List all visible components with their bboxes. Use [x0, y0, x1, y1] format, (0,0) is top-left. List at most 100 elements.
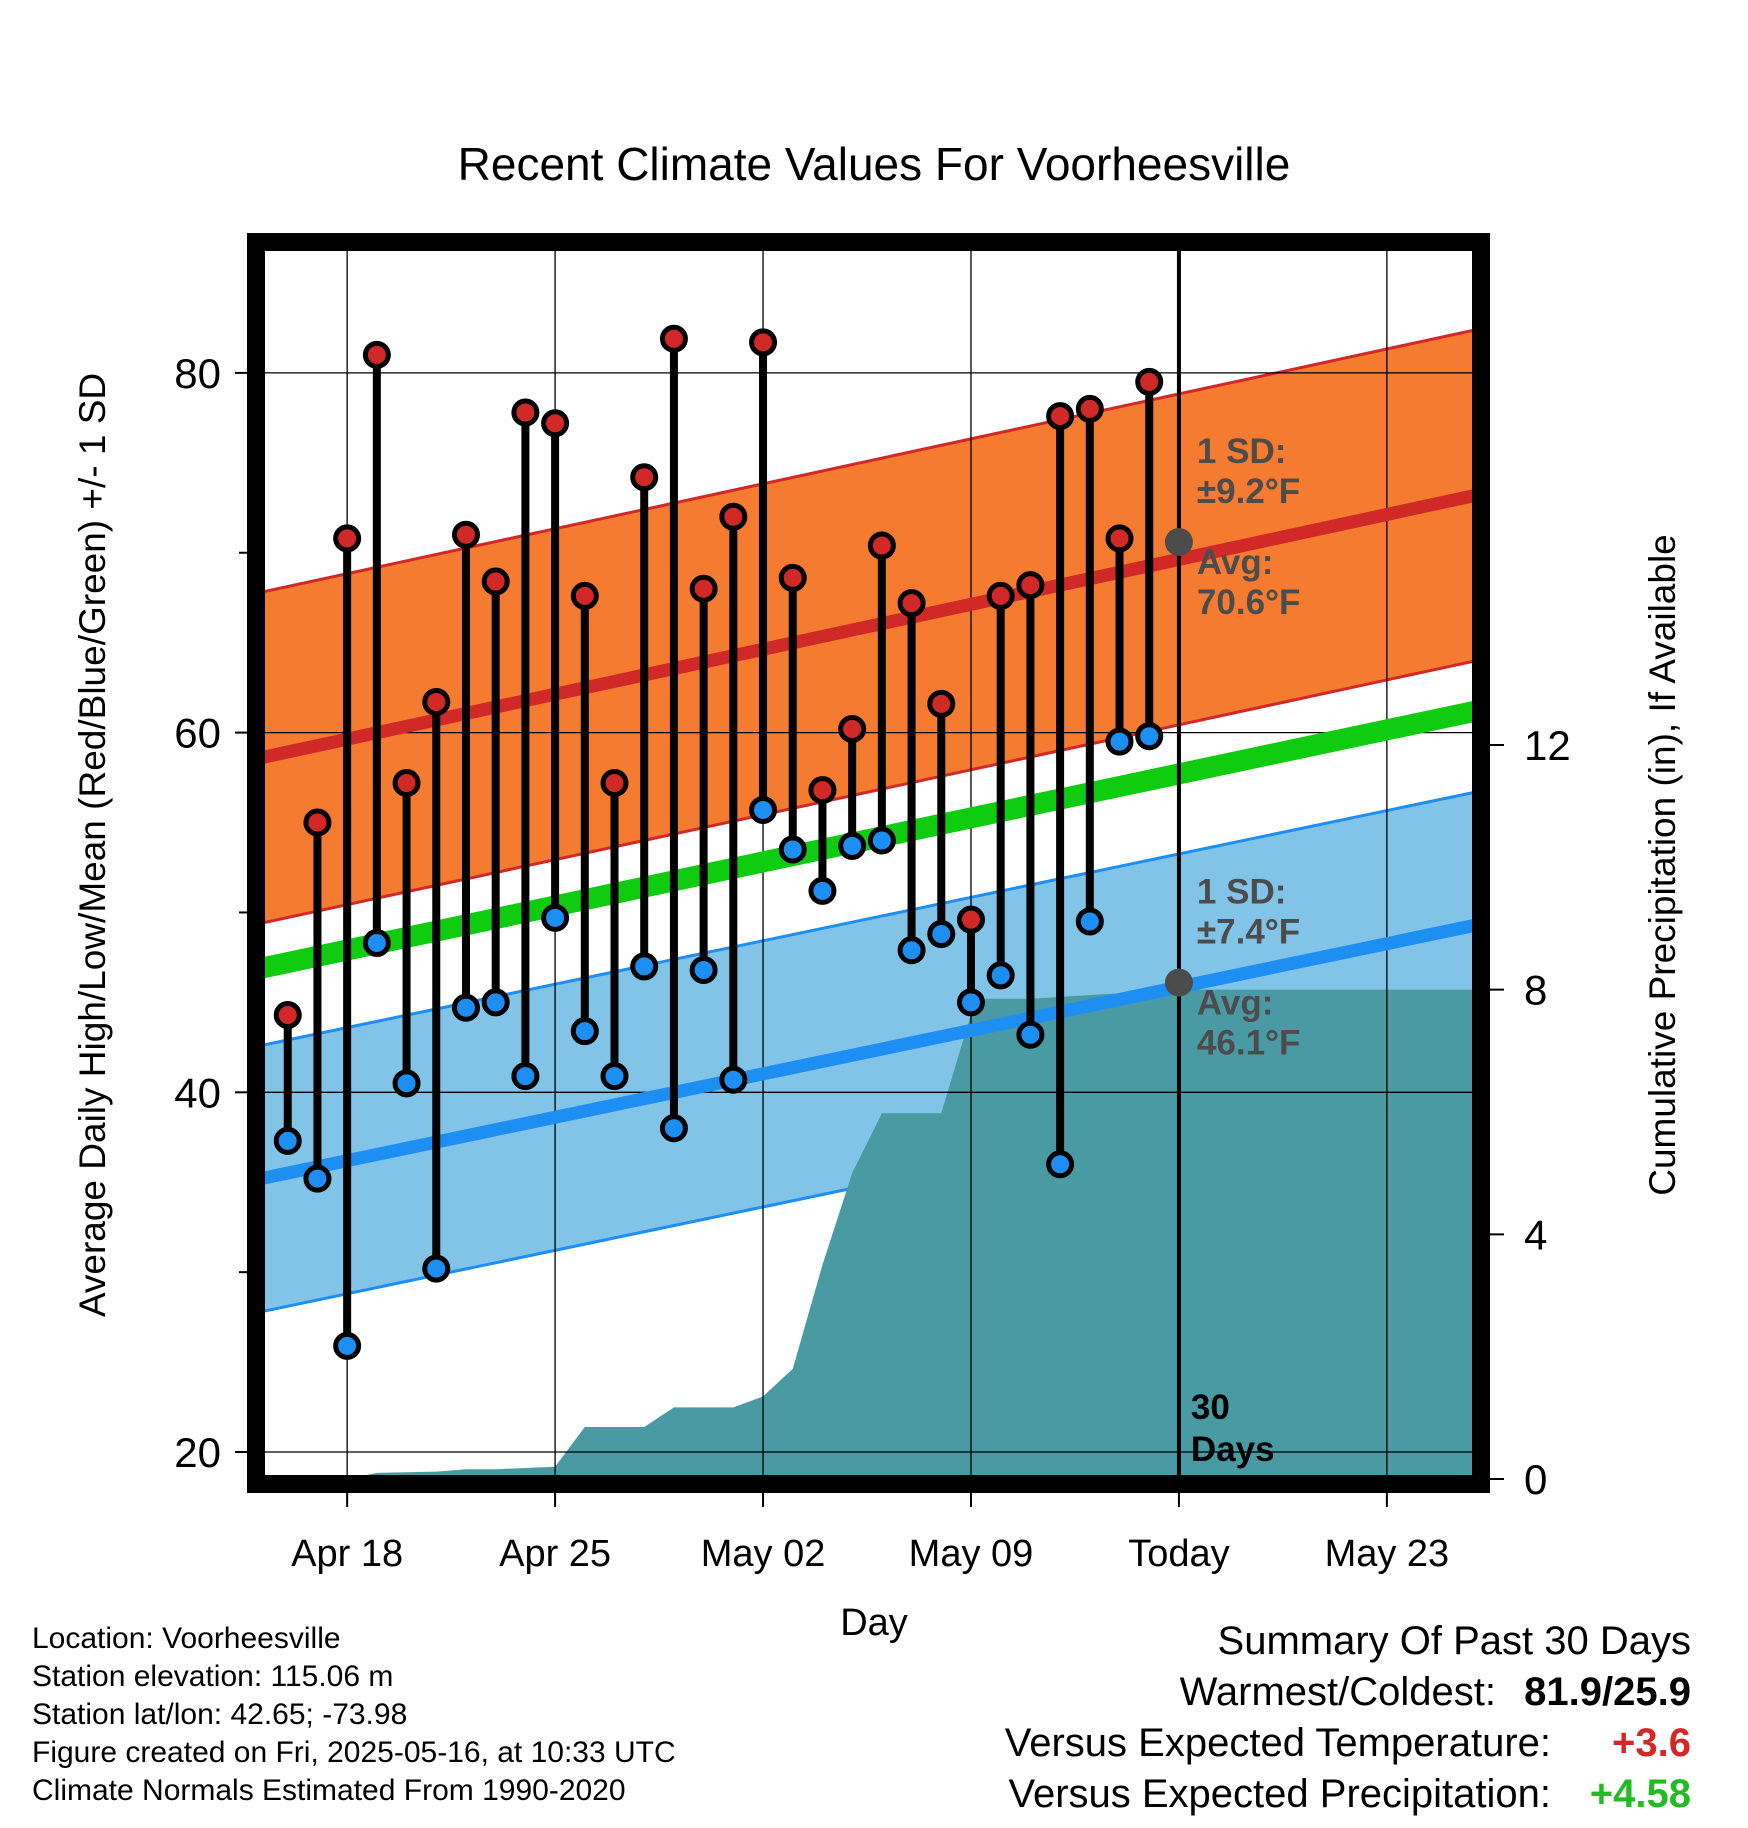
low-point-29 — [1135, 722, 1164, 751]
high-point-18 — [808, 776, 837, 805]
low-point-7 — [481, 988, 510, 1017]
high-point-5 — [422, 688, 451, 717]
plot-inner — [261, 247, 1476, 1479]
summary-temp-row: Versus Expected Temperature: +3.6 — [1005, 1718, 1691, 1769]
high-point-10 — [570, 581, 599, 610]
low-point-16 — [749, 795, 778, 824]
y-tick-label-2: 60 — [174, 710, 221, 757]
high-avg-marker — [1164, 527, 1193, 556]
y2-tick-label-0: 0 — [1524, 1456, 1547, 1503]
low-point-27 — [1075, 907, 1104, 936]
low-point-14 — [689, 956, 718, 985]
low-point-2 — [333, 1331, 362, 1360]
precip-value: +4.58 — [1589, 1772, 1691, 1816]
latlon-text: Station lat/lon: 42.65; -73.98 — [32, 1698, 408, 1731]
high-point-22 — [927, 689, 956, 718]
location-text: Location: Voorheesville — [32, 1622, 341, 1655]
summary-panel: Summary Of Past 30 Days Warmest/Coldest:… — [1005, 1616, 1691, 1820]
low-point-15 — [719, 1065, 748, 1094]
x-axis-label: Day — [840, 1602, 908, 1644]
high-point-23 — [956, 905, 985, 934]
high-point-27 — [1075, 394, 1104, 423]
high-point-15 — [719, 502, 748, 531]
x-tick-label-2: May 02 — [701, 1533, 826, 1575]
high-point-24 — [986, 581, 1015, 610]
station-info: Location: Voorheesville Station elevatio… — [32, 1620, 676, 1810]
low-point-9 — [541, 903, 570, 932]
low-point-3 — [362, 929, 391, 958]
low-point-24 — [986, 961, 1015, 990]
summary-precip-row: Versus Expected Precipitation: +4.58 — [1005, 1769, 1691, 1820]
low-sd-value: ±7.4°F — [1197, 913, 1300, 952]
high-point-9 — [541, 409, 570, 438]
low-point-1 — [303, 1164, 332, 1193]
low-normal-line — [261, 918, 1476, 1186]
high-point-26 — [1046, 402, 1075, 431]
low-point-4 — [392, 1069, 421, 1098]
high-point-16 — [749, 328, 778, 357]
y-axis-label: Average Daily High/Low/Mean (Red/Blue/Gr… — [72, 373, 113, 1317]
high-point-28 — [1105, 524, 1134, 553]
low-point-19 — [838, 831, 867, 860]
low-point-6 — [451, 993, 480, 1022]
low-point-28 — [1105, 727, 1134, 756]
high-point-21 — [897, 589, 926, 618]
low-point-20 — [867, 826, 896, 855]
low-point-13 — [659, 1114, 688, 1143]
x-tick-label-5: May 23 — [1325, 1533, 1450, 1575]
created-text: Figure created on Fri, 2025-05-16, at 10… — [32, 1736, 676, 1769]
warm-cold-value: 81.9/25.9 — [1524, 1670, 1691, 1714]
low-avg-marker — [1164, 968, 1193, 997]
normals-text: Climate Normals Estimated From 1990-2020 — [32, 1774, 626, 1807]
x-tick-label-1: Apr 25 — [499, 1533, 611, 1575]
summary-warm-cold-row: Warmest/Coldest: 81.9/25.9 — [1005, 1667, 1691, 1718]
x-tick-label-4: Today — [1128, 1533, 1229, 1575]
low-point-11 — [600, 1062, 629, 1091]
low-point-23 — [956, 988, 985, 1017]
high-point-2 — [333, 524, 362, 553]
y2-tick-label-1: 4 — [1524, 1211, 1547, 1258]
y-tick-label-0: 20 — [174, 1429, 221, 1476]
low-point-5 — [422, 1254, 451, 1283]
x-tick-label-0: Apr 18 — [291, 1533, 403, 1575]
y2-tick-label-2: 8 — [1524, 967, 1547, 1014]
high-point-29 — [1135, 367, 1164, 396]
high-point-17 — [778, 563, 807, 592]
x-tick-label-3: May 09 — [909, 1533, 1034, 1575]
low-point-8 — [511, 1062, 540, 1091]
low-avg-label: Avg: — [1197, 984, 1273, 1023]
high-point-3 — [362, 340, 391, 369]
plot-frame — [247, 233, 1490, 1493]
low-sd-label: 1 SD: — [1197, 873, 1286, 912]
low-point-0 — [273, 1126, 302, 1155]
low-point-26 — [1046, 1150, 1075, 1179]
y-tick-label-3: 80 — [174, 350, 221, 397]
high-avg-label: Avg: — [1197, 543, 1273, 582]
summary-title: Summary Of Past 30 Days — [1217, 1619, 1691, 1663]
high-point-11 — [600, 768, 629, 797]
warm-cold-label: Warmest/Coldest: — [1179, 1670, 1496, 1714]
chart-title: Recent Climate Values For Voorheesville — [458, 138, 1291, 190]
elevation-text: Station elevation: 115.06 m — [32, 1660, 394, 1693]
days-count-label: 30 — [1191, 1388, 1230, 1427]
high-point-7 — [481, 567, 510, 596]
temp-value: +3.6 — [1612, 1721, 1691, 1765]
high-point-14 — [689, 574, 718, 603]
low-point-22 — [927, 920, 956, 949]
high-sd-label: 1 SD: — [1197, 432, 1286, 471]
high-point-25 — [1016, 571, 1045, 600]
high-point-6 — [451, 520, 480, 549]
high-avg-value: 70.6°F — [1197, 583, 1301, 622]
high-sd-value: ±9.2°F — [1197, 472, 1300, 511]
high-point-8 — [511, 398, 540, 427]
low-point-10 — [570, 1017, 599, 1046]
high-point-20 — [867, 531, 896, 560]
precip-label: Versus Expected Precipitation: — [1008, 1772, 1551, 1816]
high-point-0 — [273, 1000, 302, 1029]
high-point-12 — [630, 463, 659, 492]
y2-tick-label-3: 12 — [1524, 722, 1571, 769]
high-point-13 — [659, 324, 688, 353]
high-point-4 — [392, 768, 421, 797]
